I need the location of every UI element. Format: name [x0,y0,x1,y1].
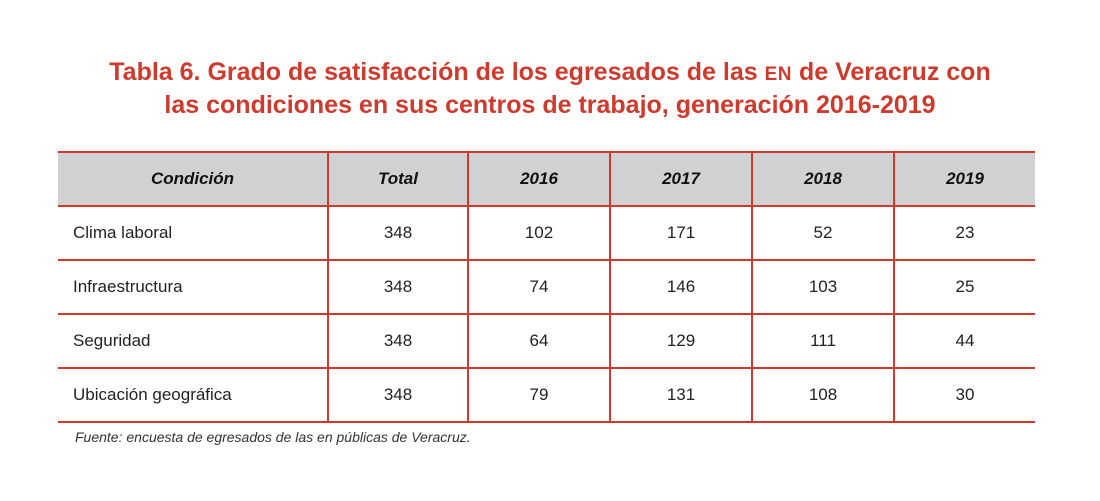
cell-2019: 23 [893,206,1035,261]
row-label: Clima laboral [58,206,328,261]
cell-2018: 108 [751,368,894,423]
cell-total: 348 [327,314,468,369]
table-title: Tabla 6. Grado de satisfacción de los eg… [0,57,1100,121]
cell-2018: 111 [751,314,894,369]
header-2019: 2019 [893,151,1035,207]
cell-2017: 171 [609,206,752,261]
cell-2019: 44 [893,314,1035,369]
table-row: Clima laboral 348 102 171 52 23 [58,206,1035,261]
cell-2016: 102 [467,206,610,261]
cell-2017: 146 [609,260,752,315]
row-label: Infraestructura [58,260,328,315]
header-condicion: Condición [58,151,328,207]
satisfaction-table: Condición Total 2016 2017 2018 2019 Clim… [58,151,1035,423]
table-row: Ubicación geográfica 348 79 131 108 30 [58,368,1035,423]
row-label: Ubicación geográfica [58,368,328,423]
title-line-2: las condiciones en sus centros de trabaj… [164,91,936,119]
cell-2016: 64 [467,314,610,369]
cell-2017: 129 [609,314,752,369]
header-total: Total [327,151,468,207]
cell-2016: 79 [467,368,610,423]
cell-total: 348 [327,206,468,261]
cell-2019: 30 [893,368,1035,423]
table-row: Seguridad 348 64 129 111 44 [58,314,1035,369]
header-2016: 2016 [467,151,610,207]
cell-2016: 74 [467,260,610,315]
cell-2018: 52 [751,206,894,261]
table-header-row: Condición Total 2016 2017 2018 2019 [58,151,1035,207]
table-row: Infraestructura 348 74 146 103 25 [58,260,1035,315]
cell-2017: 131 [609,368,752,423]
title-line-1: Tabla 6. Grado de satisfacción de los eg… [0,57,1100,90]
header-2018: 2018 [751,151,894,207]
title-line-1-start: Tabla 6. Grado de satisfacción de los eg… [109,58,765,86]
title-abbreviation: EN [764,64,793,85]
cell-2019: 25 [893,260,1035,315]
cell-2018: 103 [751,260,894,315]
cell-total: 348 [327,260,468,315]
title-line-1-end: de Veracruz con [792,58,991,86]
source-note: Fuente: encuesta de egresados de las en … [75,429,471,445]
row-label: Seguridad [58,314,328,369]
cell-total: 348 [327,368,468,423]
header-2017: 2017 [609,151,752,207]
